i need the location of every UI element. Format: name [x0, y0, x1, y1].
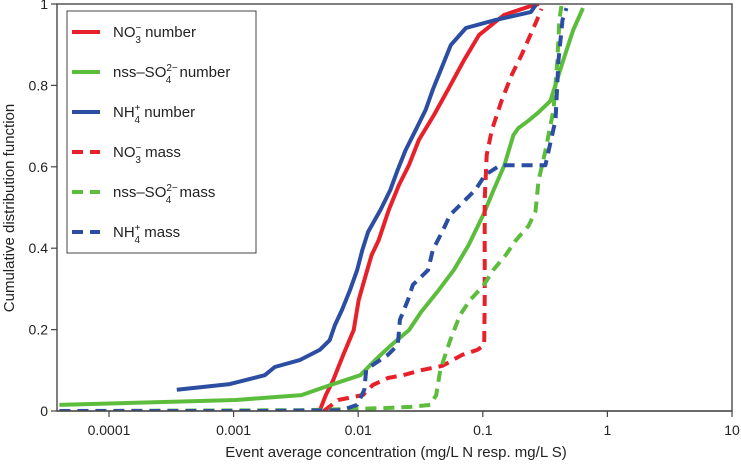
y-tick-label: 0.4 — [29, 240, 49, 256]
y-axis: 0 0.2 0.4 0.6 0.8 1 — [29, 0, 57, 419]
legend-label-2: NH+ 4 number — [113, 103, 195, 126]
y-tick-label: 0 — [40, 403, 48, 419]
series-line-0 — [317, 4, 540, 411]
series-line-3 — [322, 8, 544, 411]
series-line-1 — [59, 7, 585, 407]
x-axis: 0.0001 0.001 0.01 0.1 1 10 — [57, 410, 740, 438]
y-tick-label: 0.2 — [29, 322, 49, 338]
series-line-2 — [176, 4, 538, 392]
legend-label-4: nss–SO2− 4 mass — [113, 183, 215, 206]
x-tick-label: 0.1 — [473, 422, 493, 438]
x-tick-label: 1 — [604, 422, 612, 438]
y-tick-label: 1 — [40, 0, 48, 12]
y-tick-label: 0.8 — [29, 77, 49, 93]
legend: NO− 3 number nss–SO2− 4 number NH+ 4 number NO… — [66, 10, 257, 254]
series-layer — [59, 4, 585, 411]
legend-box — [66, 10, 257, 254]
series-line-5 — [59, 7, 569, 411]
x-axis-title: Event average concentration (mg/L N resp… — [225, 444, 567, 461]
y-tick-label: 0.6 — [29, 159, 49, 175]
x-tick-label: 0.0001 — [88, 422, 131, 438]
legend-label-0: NO− 3 number — [113, 23, 196, 46]
legend-label-3: NO− 3 mass — [113, 143, 181, 166]
x-tick-label: 0.001 — [216, 422, 251, 438]
legend-label-1: nss–SO2− 4 number — [113, 63, 230, 86]
legend-label-5: NH+ 4 mass — [113, 223, 180, 246]
y-axis-title: Cumulative distribution function — [1, 104, 18, 312]
x-tick-label: 10 — [724, 422, 740, 438]
x-tick-label: 0.01 — [345, 422, 372, 438]
series-line-4 — [59, 5, 564, 411]
